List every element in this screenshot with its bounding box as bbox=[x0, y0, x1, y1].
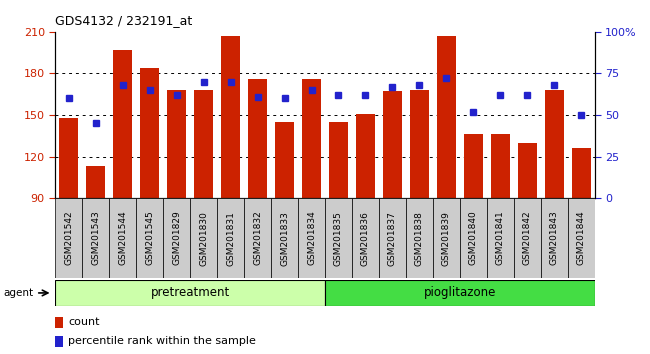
Bar bbox=[275, 122, 294, 198]
Text: GSM201836: GSM201836 bbox=[361, 211, 370, 266]
Text: GSM201840: GSM201840 bbox=[469, 211, 478, 266]
Bar bbox=[55, 317, 63, 328]
Text: GSM201544: GSM201544 bbox=[118, 211, 127, 266]
Bar bbox=[325, 280, 595, 306]
Bar bbox=[491, 135, 510, 198]
Bar bbox=[572, 148, 591, 198]
Bar bbox=[244, 198, 271, 278]
Bar bbox=[437, 36, 456, 198]
Bar bbox=[410, 90, 429, 198]
Bar bbox=[86, 166, 105, 198]
Bar bbox=[248, 79, 267, 198]
Bar bbox=[518, 143, 537, 198]
Text: pretreatment: pretreatment bbox=[151, 286, 229, 299]
Bar bbox=[406, 198, 433, 278]
Bar bbox=[329, 122, 348, 198]
Bar bbox=[221, 36, 240, 198]
Text: GSM201834: GSM201834 bbox=[307, 211, 316, 266]
Text: GSM201844: GSM201844 bbox=[577, 211, 586, 266]
Bar bbox=[271, 198, 298, 278]
Text: GSM201545: GSM201545 bbox=[145, 211, 154, 266]
Bar bbox=[514, 198, 541, 278]
Text: GSM201842: GSM201842 bbox=[523, 211, 532, 266]
Text: GSM201841: GSM201841 bbox=[496, 211, 505, 266]
Bar bbox=[545, 90, 564, 198]
Text: GSM201542: GSM201542 bbox=[64, 211, 73, 266]
Bar bbox=[460, 198, 487, 278]
Bar bbox=[59, 118, 78, 198]
Text: count: count bbox=[68, 318, 99, 327]
Bar bbox=[298, 198, 325, 278]
Text: GSM201835: GSM201835 bbox=[334, 211, 343, 266]
Text: GSM201543: GSM201543 bbox=[91, 211, 100, 266]
Text: GSM201838: GSM201838 bbox=[415, 211, 424, 266]
Bar bbox=[541, 198, 568, 278]
Bar bbox=[433, 198, 460, 278]
Text: agent: agent bbox=[3, 288, 33, 298]
Text: GSM201829: GSM201829 bbox=[172, 211, 181, 266]
Bar bbox=[217, 198, 244, 278]
Text: GSM201832: GSM201832 bbox=[253, 211, 262, 266]
Bar bbox=[379, 198, 406, 278]
Bar bbox=[190, 198, 217, 278]
Bar bbox=[167, 90, 186, 198]
Text: GSM201833: GSM201833 bbox=[280, 211, 289, 266]
Text: percentile rank within the sample: percentile rank within the sample bbox=[68, 336, 256, 346]
Text: GDS4132 / 232191_at: GDS4132 / 232191_at bbox=[55, 14, 192, 27]
Text: GSM201830: GSM201830 bbox=[199, 211, 208, 266]
Bar bbox=[352, 198, 379, 278]
Bar bbox=[383, 91, 402, 198]
Bar bbox=[163, 198, 190, 278]
Bar bbox=[487, 198, 514, 278]
Bar bbox=[464, 135, 483, 198]
Bar bbox=[55, 280, 325, 306]
Bar bbox=[325, 198, 352, 278]
Bar bbox=[113, 50, 132, 198]
Bar bbox=[55, 198, 82, 278]
Text: GSM201843: GSM201843 bbox=[550, 211, 559, 266]
Bar bbox=[136, 198, 163, 278]
Bar bbox=[302, 79, 321, 198]
Bar bbox=[568, 198, 595, 278]
Text: GSM201831: GSM201831 bbox=[226, 211, 235, 266]
Bar bbox=[356, 114, 375, 198]
Text: GSM201837: GSM201837 bbox=[388, 211, 397, 266]
Bar bbox=[194, 90, 213, 198]
Bar bbox=[82, 198, 109, 278]
Bar bbox=[140, 68, 159, 198]
Text: GSM201839: GSM201839 bbox=[442, 211, 451, 266]
Bar bbox=[55, 336, 63, 347]
Bar bbox=[109, 198, 136, 278]
Text: pioglitazone: pioglitazone bbox=[424, 286, 496, 299]
